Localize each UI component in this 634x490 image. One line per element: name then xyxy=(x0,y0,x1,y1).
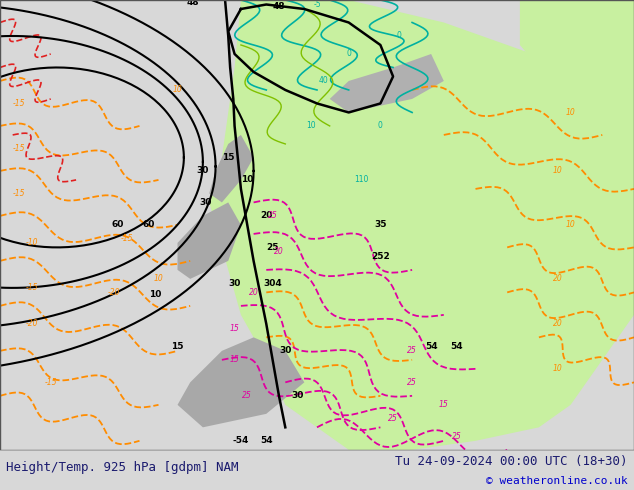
Text: 20: 20 xyxy=(274,247,284,256)
Text: 15: 15 xyxy=(222,153,235,162)
Text: 10: 10 xyxy=(553,365,563,373)
Text: -15: -15 xyxy=(13,189,25,198)
Text: 25: 25 xyxy=(242,392,252,400)
Text: -15: -15 xyxy=(13,144,25,153)
Text: 48: 48 xyxy=(273,2,285,11)
Text: 10: 10 xyxy=(172,85,183,95)
Text: Height/Temp. 925 hPa [gdpm] NAM: Height/Temp. 925 hPa [gdpm] NAM xyxy=(6,462,239,474)
Polygon shape xyxy=(178,202,241,279)
Text: 10: 10 xyxy=(566,220,576,229)
Text: -15: -15 xyxy=(13,99,25,108)
Text: -54: -54 xyxy=(233,436,249,445)
Text: 20: 20 xyxy=(553,319,563,328)
Text: 25: 25 xyxy=(388,414,398,423)
Text: 25: 25 xyxy=(407,378,417,387)
Polygon shape xyxy=(178,337,304,427)
Text: 110: 110 xyxy=(354,175,368,184)
Text: 25: 25 xyxy=(407,346,417,355)
Text: 20: 20 xyxy=(553,274,563,283)
Text: -20: -20 xyxy=(108,288,120,297)
Bar xyxy=(0,450,634,451)
Text: 20: 20 xyxy=(260,211,273,220)
Text: 15: 15 xyxy=(230,355,240,365)
Text: 35: 35 xyxy=(374,220,387,229)
Text: 252: 252 xyxy=(371,252,390,261)
Text: © weatheronline.co.uk: © weatheronline.co.uk xyxy=(486,476,628,486)
Text: 304: 304 xyxy=(263,279,282,288)
Text: 0: 0 xyxy=(378,122,383,130)
Text: 25: 25 xyxy=(451,432,462,441)
Text: 15: 15 xyxy=(171,342,184,351)
Text: 10: 10 xyxy=(149,290,162,299)
Text: -20: -20 xyxy=(25,319,38,328)
Text: 0: 0 xyxy=(397,31,402,41)
Text: 60: 60 xyxy=(143,220,155,229)
Text: 48: 48 xyxy=(187,0,200,7)
Polygon shape xyxy=(520,0,634,90)
Text: 15: 15 xyxy=(439,400,449,409)
Text: 54: 54 xyxy=(260,436,273,445)
Text: 54: 54 xyxy=(425,342,437,351)
Text: 30: 30 xyxy=(197,167,209,175)
Text: -15: -15 xyxy=(44,378,57,387)
Text: Tu 24-09-2024 00:00 UTC (18+30): Tu 24-09-2024 00:00 UTC (18+30) xyxy=(395,455,628,467)
Text: 30: 30 xyxy=(279,346,292,355)
Text: -15: -15 xyxy=(25,283,38,293)
Text: -5: -5 xyxy=(313,0,321,9)
Polygon shape xyxy=(330,54,444,113)
Text: 40: 40 xyxy=(318,76,328,85)
Text: 25: 25 xyxy=(266,243,279,252)
Text: 54: 54 xyxy=(450,342,463,351)
Text: -10: -10 xyxy=(25,239,38,247)
Text: 10: 10 xyxy=(566,108,576,117)
Text: 10: 10 xyxy=(306,122,316,130)
Text: 30: 30 xyxy=(292,392,304,400)
Text: 60: 60 xyxy=(111,220,124,229)
Text: 15: 15 xyxy=(230,324,240,333)
Text: -15: -15 xyxy=(120,234,133,243)
Polygon shape xyxy=(209,0,634,450)
Text: 25: 25 xyxy=(268,211,278,220)
Text: 0: 0 xyxy=(346,49,351,58)
Text: 30: 30 xyxy=(228,279,241,288)
Text: 10: 10 xyxy=(153,274,164,283)
Text: 10: 10 xyxy=(241,175,254,184)
Text: 10: 10 xyxy=(553,167,563,175)
Text: 20: 20 xyxy=(249,288,259,297)
Polygon shape xyxy=(209,135,254,202)
Text: 30: 30 xyxy=(200,198,212,207)
